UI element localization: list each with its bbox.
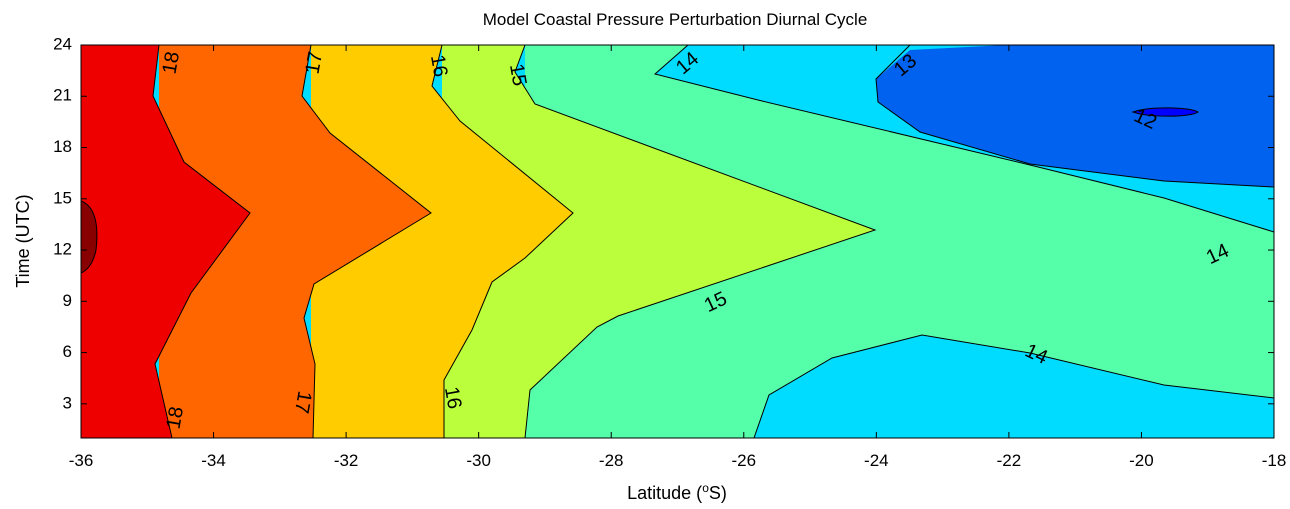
contour-fill-area: 18 17 16 15 14 13 12 15 14 14 18 17 16: [81, 45, 1274, 438]
band-under-12: [1133, 107, 1198, 117]
x-tick-label: -20: [1129, 451, 1154, 470]
band-16-17: [311, 45, 573, 438]
x-tick-label: -26: [731, 451, 756, 470]
x-tick-label: -34: [201, 451, 226, 470]
x-tick-label: -24: [864, 451, 889, 470]
y-tick-label: 24: [53, 34, 72, 53]
contour-label: 16: [426, 53, 452, 79]
x-axis-label: Latitude (oS): [627, 481, 727, 503]
x-tick-label: -22: [997, 451, 1022, 470]
contour-line-16: [431, 45, 574, 438]
contour-line-19: [81, 200, 98, 274]
band-12-13: [876, 45, 1274, 187]
y-tick-label: 12: [53, 240, 72, 259]
contour-label: 18: [163, 405, 189, 431]
contour-line-14-lower: [753, 334, 1274, 438]
y-axis-label: Time (UTC): [13, 194, 33, 287]
x-tick-label: -30: [466, 451, 491, 470]
contour-line-18: [152, 45, 251, 438]
x-tick-label: -18: [1262, 451, 1287, 470]
contour-label: 15: [505, 62, 531, 88]
contour-line-14-upper: [653, 45, 1274, 233]
contour-label: 18: [159, 50, 185, 76]
plot-frame: [80, 44, 1275, 439]
band-18-19: [81, 45, 250, 438]
chart-title: Model Coastal Pressure Perturbation Diur…: [483, 10, 868, 29]
x-axis: -36 -34 -32 -30 -28 -26 -24 -22 -20 -18: [69, 45, 1287, 470]
contour-line-13: [875, 45, 1274, 188]
x-tick-label: -28: [599, 451, 624, 470]
contour-line-15: [514, 45, 877, 438]
y-axis: 3 6 9 12 15 18 21 24: [53, 34, 1274, 412]
y-tick-label: 9: [63, 291, 72, 310]
contour-label: 17: [290, 389, 316, 415]
band-15-16: [442, 45, 875, 438]
band-over-19: [81, 201, 97, 273]
y-tick-label: 18: [53, 137, 72, 156]
x-tick-label: -32: [334, 451, 359, 470]
x-tick-label: -36: [69, 451, 94, 470]
y-tick-label: 6: [63, 342, 72, 361]
band-17-18: [159, 45, 431, 438]
contour-line-17: [301, 45, 432, 438]
x-axis-label-text: Latitude (: [627, 483, 702, 503]
x-axis-label-degree: o: [702, 481, 709, 495]
contour-lines: [81, 45, 1274, 438]
y-tick-label: 3: [63, 393, 72, 412]
x-axis-label-suffix: S): [709, 483, 727, 503]
contour-line-12: [1131, 107, 1199, 117]
band-14-15: [525, 45, 1274, 438]
y-tick-label: 15: [53, 188, 72, 207]
contour-label: 16: [440, 385, 466, 411]
y-tick-label: 21: [53, 86, 72, 105]
contour-label: 17: [302, 50, 328, 76]
